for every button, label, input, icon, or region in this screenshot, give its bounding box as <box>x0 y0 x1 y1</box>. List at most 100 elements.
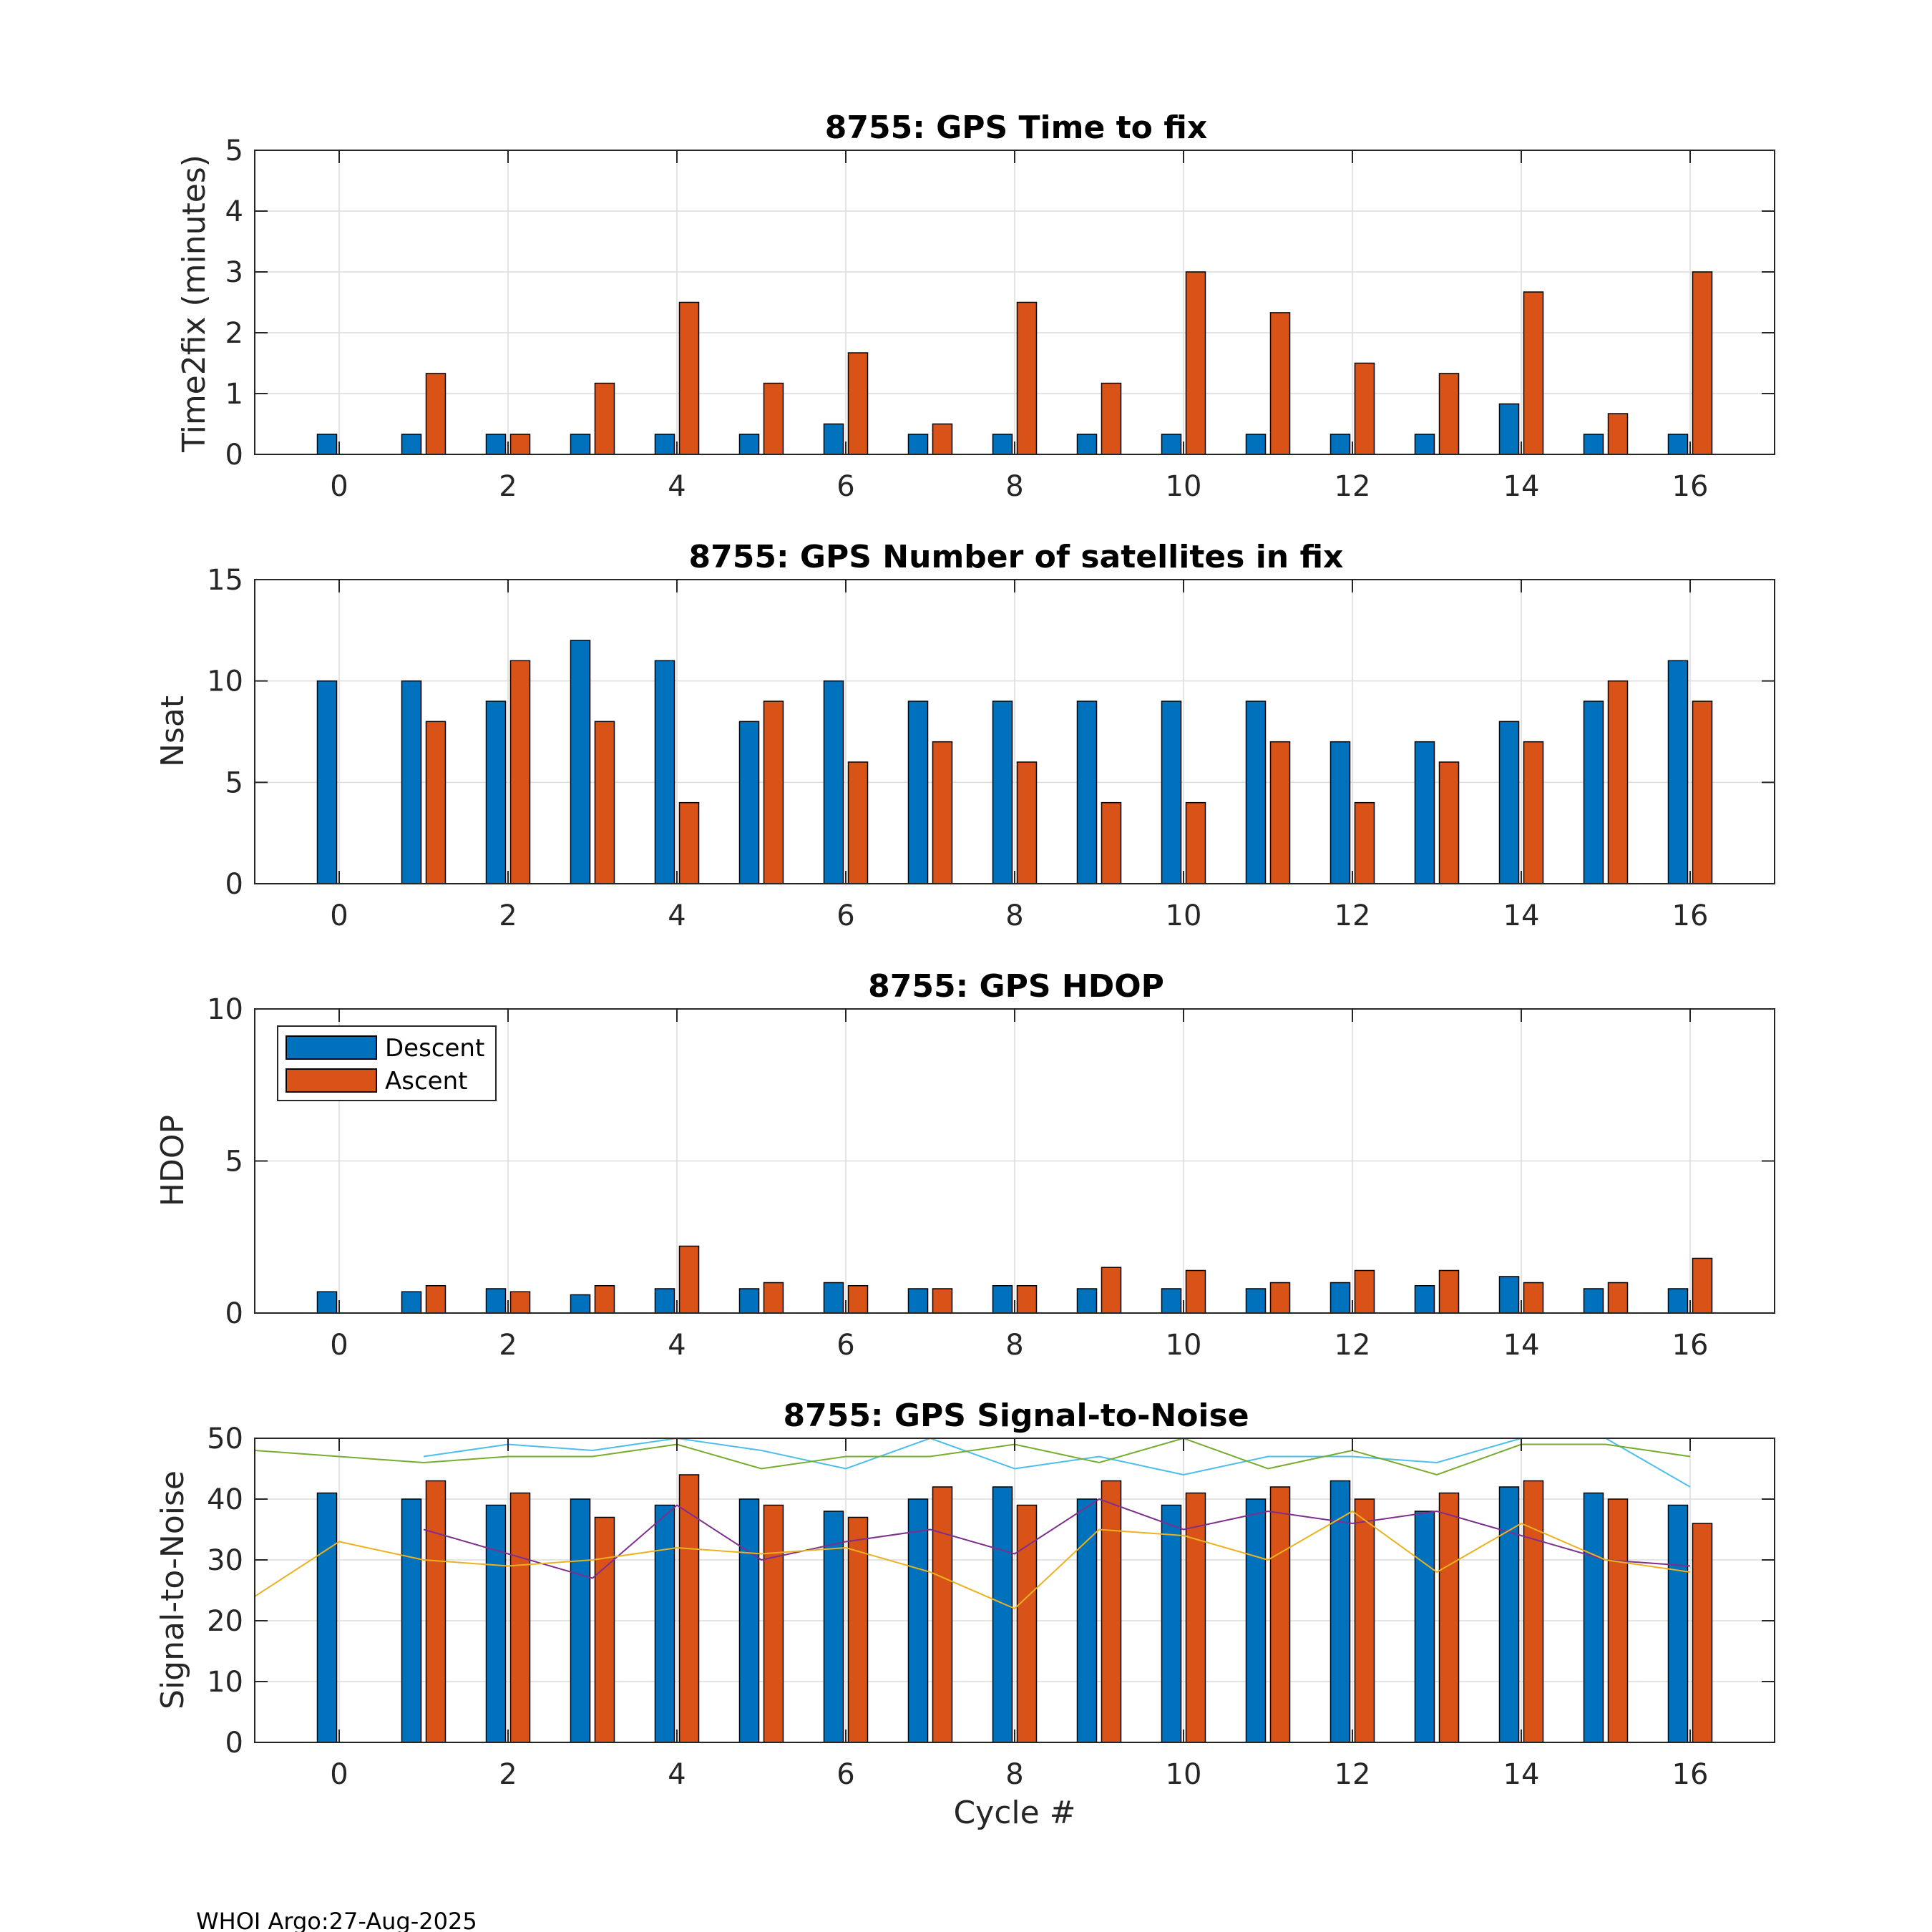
bar-ascent <box>1185 1492 1206 1743</box>
legend-label-ascent: Ascent <box>385 1067 467 1096</box>
x-tick-label: 14 <box>1503 899 1540 932</box>
bar-ascent <box>594 382 615 455</box>
bar-descent <box>570 1498 591 1743</box>
snr-series-line <box>423 1437 1691 1488</box>
snr-series-line <box>423 1498 1691 1579</box>
plot-area: 0 2 4 6 8 10 12 14 16 0 10 20 30 40 50 <box>207 1423 1775 1791</box>
bar-ascent <box>1101 382 1122 455</box>
x-tick-label: 2 <box>499 899 517 932</box>
bar-descent <box>907 1498 929 1743</box>
bar-ascent <box>1269 1282 1291 1314</box>
bar-descent <box>1076 434 1098 455</box>
bar-ascent <box>1016 1504 1038 1743</box>
y-tick-label: 1 <box>225 378 243 411</box>
bar-descent <box>1076 701 1098 884</box>
bar-ascent <box>1607 1498 1629 1743</box>
bar-ascent <box>1692 701 1713 884</box>
bar-ascent <box>594 1516 615 1743</box>
bar-descent <box>738 1288 760 1314</box>
panel-hdop: 0 2 4 6 8 10 12 14 16 0 5 10 8755: GPS HDOP HDOP De… <box>155 968 1775 1362</box>
y-axis-label: Nsat <box>155 696 191 767</box>
x-tick-label: 12 <box>1335 1758 1371 1791</box>
bar-ascent <box>509 434 531 455</box>
bar-ascent <box>932 741 953 884</box>
bar-ascent <box>509 1492 531 1743</box>
chart-title: 8755: GPS Time to fix <box>825 109 1207 146</box>
bar-descent <box>992 701 1013 884</box>
bar-ascent <box>509 660 531 884</box>
x-tick-label: 14 <box>1503 1329 1540 1362</box>
bar-descent <box>907 434 929 455</box>
bar-ascent <box>1269 1486 1291 1743</box>
y-tick-label: 20 <box>207 1605 243 1638</box>
x-tick-label: 14 <box>1503 470 1540 503</box>
bar-descent <box>570 434 591 455</box>
bar-ascent <box>1692 1257 1713 1314</box>
bar-descent <box>823 423 844 455</box>
x-tick-label: 6 <box>836 899 854 932</box>
y-tick-label: 10 <box>207 665 243 698</box>
bar-descent <box>907 1288 929 1314</box>
bar-descent <box>1076 1498 1098 1743</box>
bar-descent <box>1667 434 1689 455</box>
y-axis-label: Time2fix (minutes) <box>176 155 213 453</box>
x-tick-label: 10 <box>1166 1758 1202 1791</box>
bar-ascent <box>763 701 784 884</box>
bar-descent <box>654 660 675 884</box>
bar-ascent <box>1354 1269 1375 1314</box>
bar-ascent <box>1692 271 1713 455</box>
bar-ascent <box>1185 1269 1206 1314</box>
bar-descent <box>570 640 591 884</box>
bar-descent <box>1414 1511 1435 1743</box>
bar-ascent <box>847 761 869 884</box>
bar-descent <box>1498 403 1520 455</box>
x-tick-label: 0 <box>330 899 348 932</box>
bar-ascent <box>678 301 700 455</box>
y-tick-label: 0 <box>225 1727 243 1760</box>
bar-descent <box>738 434 760 455</box>
bar-ascent <box>1523 741 1544 884</box>
bar-descent <box>1583 1492 1604 1743</box>
bar-descent <box>907 701 929 884</box>
bar-descent <box>1414 741 1435 884</box>
y-tick-label: 0 <box>225 1297 243 1330</box>
bar-descent <box>1245 1498 1267 1743</box>
bar-ascent <box>1438 373 1460 455</box>
bar-ascent <box>678 801 700 884</box>
bar-descent <box>1498 1486 1520 1743</box>
y-tick-label: 30 <box>207 1544 243 1577</box>
bar-descent <box>1498 721 1520 884</box>
bar-descent <box>485 701 507 884</box>
bar-ascent <box>425 1480 447 1743</box>
chart-title: 8755: GPS Number of satellites in fix <box>689 539 1344 575</box>
y-tick-label: 2 <box>225 317 243 350</box>
bar-descent <box>823 680 844 884</box>
bar-descent <box>738 721 760 884</box>
bar-descent <box>316 1492 338 1743</box>
legend-swatch-ascent <box>286 1068 377 1093</box>
bar-ascent <box>1607 1282 1629 1314</box>
bar-ascent <box>1185 271 1206 455</box>
plot-area: 0 2 4 6 8 10 12 14 16 0 5 10 <box>207 993 1775 1362</box>
bar-descent <box>316 680 338 884</box>
bar-descent <box>1161 701 1182 884</box>
bar-descent <box>738 1498 760 1743</box>
x-tick-label: 8 <box>1005 470 1023 503</box>
x-tick-label: 0 <box>330 1329 348 1362</box>
bar-ascent <box>1523 1282 1544 1314</box>
x-tick-label: 4 <box>668 1329 686 1362</box>
chart-title: 8755: GPS HDOP <box>868 968 1164 1005</box>
x-tick-label: 4 <box>668 899 686 932</box>
x-tick-label: 8 <box>1005 899 1023 932</box>
bar-ascent <box>847 352 869 455</box>
bar-descent <box>401 680 422 884</box>
x-tick-label: 4 <box>668 470 686 503</box>
legend-label-descent: Descent <box>385 1034 484 1063</box>
bar-ascent <box>1016 1285 1038 1314</box>
bar-descent <box>485 434 507 455</box>
bar-ascent <box>425 373 447 455</box>
bar-descent <box>1667 1288 1689 1314</box>
bar-ascent <box>1692 1523 1713 1743</box>
